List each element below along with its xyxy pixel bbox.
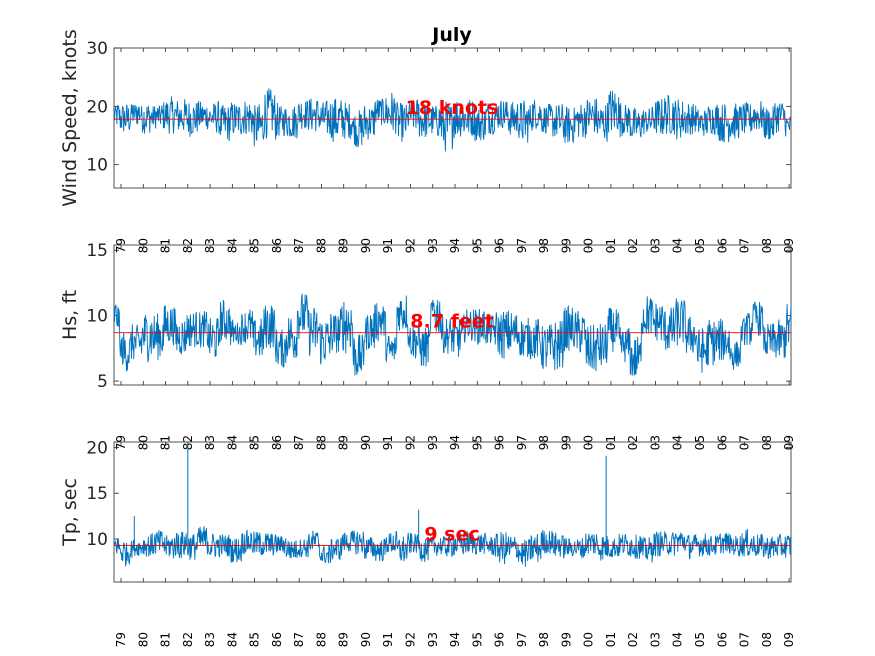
x-tick-label: 90 bbox=[359, 632, 373, 647]
y-tick-label: 30 bbox=[86, 39, 108, 59]
axes-box bbox=[113, 441, 792, 583]
x-tick-label: 94 bbox=[448, 632, 462, 647]
x-tick-label: 89 bbox=[337, 632, 351, 647]
x-tick-label: 87 bbox=[292, 632, 306, 647]
x-tick-label: 02 bbox=[626, 632, 640, 647]
y-tick-label: 10 bbox=[86, 307, 108, 327]
x-tick-label: 82 bbox=[181, 632, 195, 647]
x-tick-label: 98 bbox=[537, 632, 551, 647]
mean-annotation: 18 knots bbox=[406, 97, 499, 119]
y-tick-label: 10 bbox=[86, 530, 108, 550]
x-tick-label: 97 bbox=[515, 632, 529, 647]
x-tick-label: 86 bbox=[270, 632, 284, 647]
x-tick-label: 99 bbox=[559, 632, 573, 647]
y-axis-label: Tp, sec bbox=[59, 478, 81, 547]
x-tick-label: 09 bbox=[782, 632, 796, 647]
y-axis-label: Hs, ft bbox=[59, 290, 81, 340]
data-series-line bbox=[113, 293, 792, 376]
x-tick-label: 92 bbox=[404, 632, 418, 647]
x-tick-label: 83 bbox=[203, 632, 217, 647]
x-tick-label: 08 bbox=[760, 632, 774, 647]
x-tick-label: 79 bbox=[114, 632, 128, 647]
y-tick-label: 15 bbox=[86, 484, 108, 504]
x-tick-label: 03 bbox=[648, 632, 662, 647]
x-tick-label: 88 bbox=[314, 632, 328, 647]
x-tick-label: 80 bbox=[136, 632, 150, 647]
data-series-line bbox=[113, 526, 792, 567]
x-tick-label: 91 bbox=[381, 632, 395, 647]
mean-annotation: 9 sec bbox=[424, 523, 479, 545]
x-tick-label: 81 bbox=[159, 632, 173, 647]
chart-title: July bbox=[430, 24, 472, 46]
x-tick-label: 05 bbox=[693, 632, 707, 647]
x-tick-label: 93 bbox=[426, 632, 440, 647]
x-tick-label: 01 bbox=[604, 632, 618, 647]
x-tick-label: 00 bbox=[582, 632, 596, 647]
x-tick-label: 96 bbox=[493, 632, 507, 647]
y-tick-label: 15 bbox=[86, 241, 108, 261]
x-tick-label: 84 bbox=[225, 632, 239, 647]
y-tick-label: 10 bbox=[86, 156, 108, 176]
x-tick-label: 04 bbox=[671, 632, 685, 647]
y-tick-label: 20 bbox=[86, 438, 108, 458]
x-tick-label: 06 bbox=[715, 632, 729, 647]
y-tick-label: 5 bbox=[97, 372, 108, 392]
y-axis-label: Wind Speed, knots bbox=[59, 29, 81, 206]
x-tick-label: 85 bbox=[248, 632, 262, 647]
y-tick-label: 20 bbox=[86, 97, 108, 117]
x-tick-label: 07 bbox=[738, 632, 752, 647]
x-tick-label: 95 bbox=[470, 632, 484, 647]
mean-annotation: 8.7 feet bbox=[410, 311, 493, 333]
